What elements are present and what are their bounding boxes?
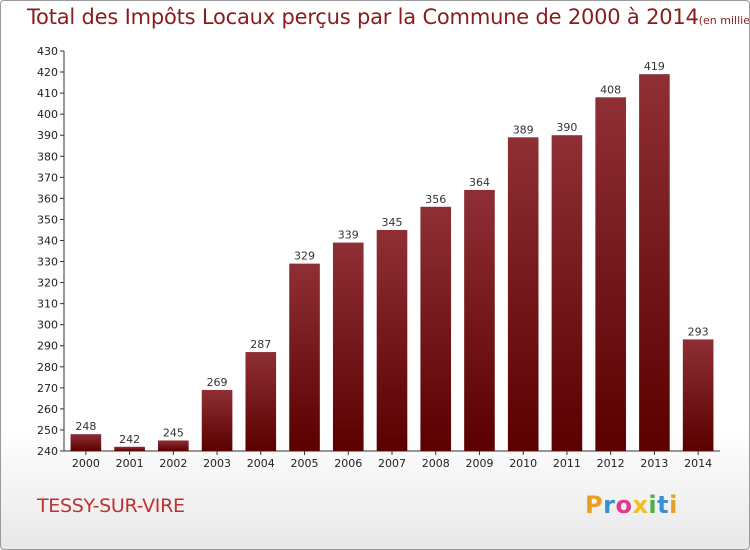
y-tick-label: 330 (37, 256, 58, 269)
y-tick-label: 350 (37, 213, 58, 226)
bar (682, 339, 714, 451)
x-tick-label: 2006 (334, 457, 362, 470)
x-tick-label: 2005 (291, 457, 319, 470)
bar (114, 446, 145, 451)
y-tick-label: 250 (37, 424, 58, 437)
logo-letter: i (648, 491, 658, 519)
logo-letter: t (657, 491, 670, 519)
bar-value-label: 287 (250, 338, 271, 351)
bar (595, 97, 626, 451)
y-tick-label: 290 (37, 340, 58, 353)
bar-value-label: 245 (163, 426, 184, 439)
bar (158, 440, 189, 451)
bar-value-label: 345 (382, 216, 403, 229)
y-tick-label: 390 (37, 129, 58, 142)
bar (639, 74, 670, 451)
bar-value-label: 408 (600, 83, 621, 96)
bar (332, 242, 364, 451)
y-tick-label: 410 (37, 87, 58, 100)
logo-letter: x (632, 491, 649, 519)
y-tick-label: 280 (37, 361, 58, 374)
x-tick-label: 2008 (422, 457, 450, 470)
y-tick-label: 320 (37, 277, 58, 290)
bar (551, 135, 583, 452)
y-tick-label: 360 (37, 192, 58, 205)
x-tick-label: 2002 (159, 457, 187, 470)
bar (420, 206, 452, 451)
bar (245, 352, 277, 451)
x-tick-label: 2004 (247, 457, 275, 470)
y-tick-label: 340 (37, 234, 58, 247)
x-tick-label: 2010 (509, 457, 537, 470)
bar-value-label: 390 (556, 121, 577, 134)
x-tick-label: 2001 (116, 457, 144, 470)
logo-letter: o (615, 491, 633, 519)
y-tick-label: 310 (37, 298, 58, 311)
bar (289, 263, 320, 451)
bar-value-label: 364 (469, 176, 490, 189)
x-tick-label: 2007 (378, 457, 406, 470)
chart-title-main: Total des Impôts Locaux perçus par la Co… (27, 5, 699, 29)
bar-value-label: 293 (688, 325, 709, 338)
bar (507, 137, 539, 451)
commune-name: TESSY-SUR-VIRE (37, 495, 185, 517)
x-tick-label: 2014 (684, 457, 712, 470)
y-tick-label: 370 (37, 171, 58, 184)
bar-value-label: 329 (294, 250, 315, 263)
bar-value-label: 356 (425, 193, 446, 206)
bar-value-label: 242 (119, 433, 140, 446)
x-tick-label: 2000 (72, 457, 100, 470)
x-tick-label: 2011 (553, 457, 581, 470)
bar (70, 434, 102, 451)
logo-letter: i (669, 491, 678, 519)
x-tick-label: 2012 (597, 457, 625, 470)
bar-value-label: 269 (207, 376, 228, 389)
y-tick-label: 380 (37, 150, 58, 163)
bar (201, 389, 233, 451)
chart-title: Total des Impôts Locaux perçus par la Co… (27, 5, 750, 29)
proxiti-logo[interactable]: Proxiti (585, 491, 678, 519)
bar-value-label: 339 (338, 229, 359, 242)
bar (376, 229, 408, 451)
chart-axes: 240 250 260 270 280 290 300 310 320 330 340 350 360 3… (37, 45, 720, 470)
chart-title-unit: (en milliers d'€) (698, 14, 750, 27)
y-tick-label: 240 (37, 445, 58, 458)
bar-value-label: 248 (75, 420, 96, 433)
logo-letter: P (585, 491, 604, 519)
bar-value-label: 389 (513, 123, 534, 136)
x-tick-label: 2009 (465, 457, 493, 470)
x-tick-label: 2013 (640, 457, 668, 470)
y-tick-label: 270 (37, 382, 58, 395)
bar-value-label: 419 (644, 60, 665, 73)
y-tick-label: 420 (37, 66, 58, 79)
y-tick-label: 430 (37, 45, 58, 58)
chart-bars: 248 242 245 269 287 329 339 345 356 364 389 390 408 4… (70, 60, 714, 452)
y-tick-label: 400 (37, 108, 58, 121)
logo-letter: r (603, 491, 616, 519)
bar (464, 189, 495, 451)
x-tick-label: 2003 (203, 457, 231, 470)
y-tick-label: 260 (37, 403, 58, 416)
y-tick-label: 300 (37, 319, 58, 332)
